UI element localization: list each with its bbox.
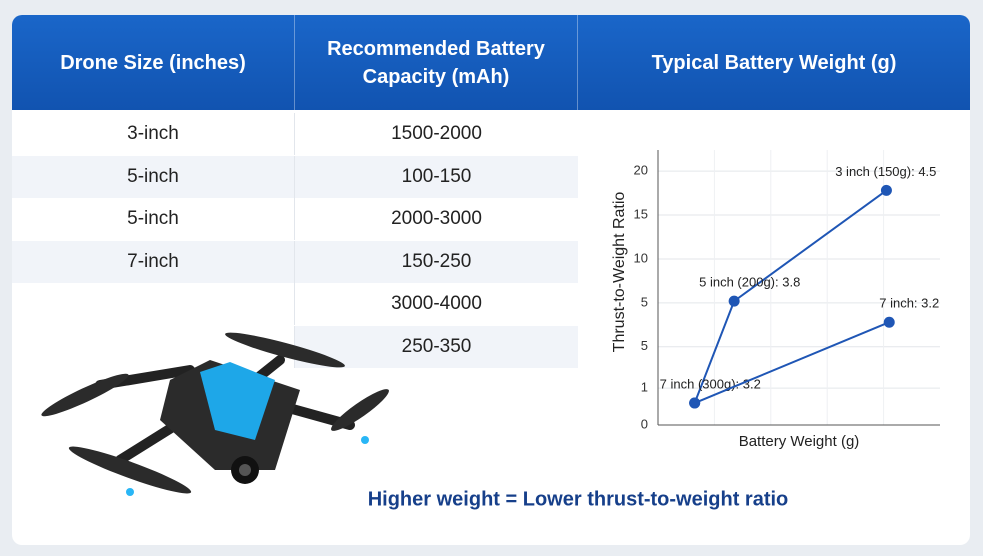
table-row: 3-inch 1500-2000 [12,113,578,155]
y-tick-label: 20 [634,163,648,178]
y-tick-label: 0 [641,416,648,431]
table-row: 7-inch 150-250 [12,240,578,283]
table-cell: 150-250 [401,250,472,272]
y-tick-label: 5 [641,338,648,353]
point-label: 7 inch (300g): 3.2 [660,376,761,391]
table-cell: 1500-2000 [391,123,482,144]
table-header: Drone Size (inches) Recommended Battery … [12,15,970,110]
table-cell: 3-inch [12,113,295,155]
card: Drone Size (inches) Recommended Battery … [12,15,970,545]
header-cell: Recommended Battery Capacity (mAh) [295,15,578,110]
y-axis-label: Thrust-to-Weight Ratio [611,192,628,353]
table-cell: 7-inch [12,240,295,283]
table-cell: 5-inch [12,155,295,198]
table-cell: 2000-3000 [391,208,482,229]
line [693,189,888,404]
y-tick-label: 10 [634,250,648,265]
table-cell: 5-inch [12,198,295,240]
y-tick-label: 15 [634,206,648,221]
table-cell: 100-150 [401,165,472,187]
drone-illustration [41,332,389,496]
y-tick-label: 5 [641,294,648,309]
table-cell: 250-350 [401,335,472,357]
header-cell: Typical Battery Weight (g) [651,51,897,74]
point [883,316,895,328]
header-cell: Drone Size (inches) [12,15,295,110]
table-cell: 3000-4000 [391,293,482,314]
point-label: 7 inch: 3.2 [879,296,939,311]
table-row: 3000-4000 [12,283,578,325]
point-label: 3 inch (150g): 4.5 [835,164,936,179]
table-row: 5-inch 100-150 [12,155,578,198]
point [880,184,892,196]
point [728,295,740,307]
point [689,397,701,409]
y-tick-label: 1 [641,380,648,395]
table-row: 5-inch 2000-3000 [12,198,578,240]
point-label: 5 inch (200g): 3.8 [699,275,800,290]
caption: Higher weight = Lower thrust-to-weight r… [368,488,789,510]
x-axis-label: Battery Weight (g) [739,433,860,450]
line [694,321,890,404]
table-cell [12,283,295,325]
